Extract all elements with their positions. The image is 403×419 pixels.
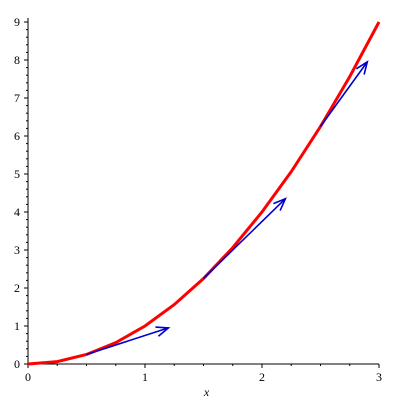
x-tick-label: 0 bbox=[25, 370, 31, 384]
vector-arrowhead bbox=[273, 197, 287, 211]
y-tick-label: 0 bbox=[14, 357, 20, 371]
curve-series bbox=[27, 21, 381, 366]
x-tick-label: 3 bbox=[376, 370, 382, 384]
vector-shaft bbox=[202, 198, 286, 280]
x-ticks: 0 1 2 3 bbox=[25, 364, 382, 384]
vector-arrowhead bbox=[355, 60, 369, 75]
tangent-vectors bbox=[86, 60, 369, 356]
y-tick-label: 3 bbox=[14, 243, 20, 257]
vector-arrowhead bbox=[155, 326, 171, 337]
vector-shaft bbox=[319, 61, 368, 127]
x-axis-label: x bbox=[203, 385, 210, 399]
axes bbox=[27, 18, 379, 365]
y-tick-label: 1 bbox=[14, 319, 20, 333]
y-tick-label: 6 bbox=[14, 129, 20, 143]
y-tick-label: 9 bbox=[14, 15, 20, 29]
tangent-vector bbox=[202, 197, 287, 280]
y-tick-label: 4 bbox=[14, 205, 20, 219]
tangent-vector bbox=[86, 326, 171, 356]
x-tick-label: 1 bbox=[142, 370, 148, 384]
y-tick-label: 7 bbox=[14, 91, 20, 105]
x-tick-label: 2 bbox=[259, 370, 265, 384]
y-ticks: 0 1 2 3 4 5 6 7 8 9 bbox=[14, 15, 28, 371]
vector-shaft bbox=[86, 327, 169, 356]
y-tick-label: 2 bbox=[14, 281, 20, 295]
y-tick-label: 5 bbox=[14, 167, 20, 181]
tangent-vector bbox=[319, 60, 369, 127]
y-tick-label: 8 bbox=[14, 53, 20, 67]
